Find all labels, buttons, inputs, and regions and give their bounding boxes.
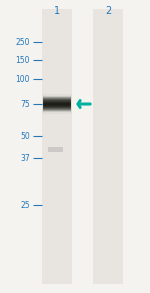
Bar: [43, 95, 71, 113]
Bar: [43, 105, 71, 106]
Bar: [43, 108, 71, 109]
Text: 250: 250: [15, 38, 30, 47]
Bar: [43, 110, 71, 111]
Bar: [43, 98, 71, 99]
Text: 1: 1: [54, 6, 60, 16]
Bar: [43, 96, 71, 97]
Bar: [43, 101, 71, 102]
Bar: [43, 109, 71, 110]
Bar: [43, 107, 71, 108]
Bar: [43, 97, 71, 98]
Bar: [43, 104, 71, 105]
Bar: [43, 111, 71, 112]
Bar: [43, 105, 71, 106]
Bar: [43, 111, 71, 112]
Bar: [43, 102, 71, 103]
Bar: [42, 9, 72, 284]
Text: 2: 2: [105, 6, 111, 16]
Bar: [43, 96, 71, 97]
Bar: [48, 147, 63, 152]
Bar: [43, 102, 71, 103]
Text: 37: 37: [20, 154, 30, 163]
Bar: [93, 9, 123, 284]
Text: 100: 100: [15, 75, 30, 84]
Text: 150: 150: [15, 56, 30, 64]
Bar: [43, 103, 71, 104]
Bar: [43, 103, 71, 104]
Bar: [43, 100, 71, 101]
Bar: [43, 106, 71, 107]
Text: 75: 75: [20, 100, 30, 108]
Bar: [43, 104, 71, 105]
Text: 50: 50: [20, 132, 30, 141]
Bar: [43, 99, 71, 100]
Text: 25: 25: [20, 201, 30, 209]
